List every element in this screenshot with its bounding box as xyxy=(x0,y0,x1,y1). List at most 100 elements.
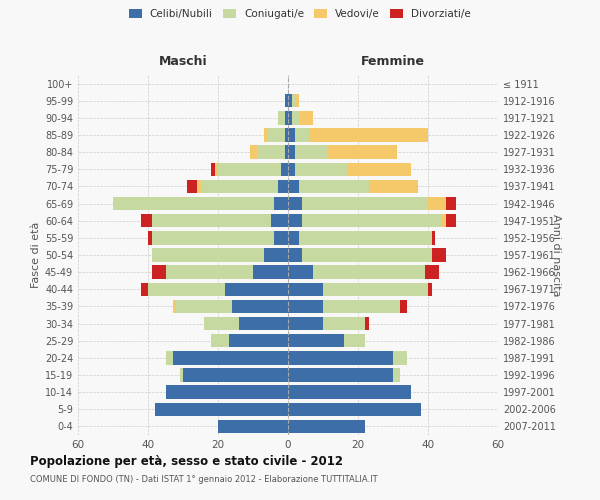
Bar xyxy=(263,248,288,262)
Bar xyxy=(365,317,368,330)
Bar xyxy=(141,282,148,296)
Text: Popolazione per età, sesso e stato civile - 2012: Popolazione per età, sesso e stato civil… xyxy=(30,455,343,468)
Bar xyxy=(225,282,288,296)
Bar xyxy=(284,128,288,141)
Bar xyxy=(232,300,288,313)
Bar xyxy=(155,402,288,416)
Bar xyxy=(197,180,200,193)
Bar xyxy=(302,197,428,210)
Bar xyxy=(151,214,271,228)
Bar xyxy=(151,266,166,279)
Bar xyxy=(288,386,410,399)
Bar xyxy=(431,248,445,262)
Bar xyxy=(173,300,176,313)
Bar xyxy=(166,266,253,279)
Legend: Celibi/Nubili, Coniugati/e, Vedovi/e, Divorziati/e: Celibi/Nubili, Coniugati/e, Vedovi/e, Di… xyxy=(125,5,475,24)
Bar xyxy=(151,231,274,244)
Bar xyxy=(113,197,274,210)
Bar xyxy=(179,368,183,382)
Bar xyxy=(187,180,197,193)
Bar xyxy=(425,266,439,279)
Y-axis label: Fasce di età: Fasce di età xyxy=(31,222,41,288)
Bar xyxy=(326,146,397,159)
Bar xyxy=(288,420,365,433)
Bar xyxy=(215,162,218,176)
Bar xyxy=(284,94,288,108)
Bar xyxy=(299,231,431,244)
Bar xyxy=(295,162,347,176)
Bar xyxy=(344,334,365,347)
Bar xyxy=(277,111,284,124)
Bar xyxy=(183,368,288,382)
Bar xyxy=(274,231,288,244)
Text: COMUNE DI FONDO (TN) - Dati ISTAT 1° gennaio 2012 - Elaborazione TUTTITALIA.IT: COMUNE DI FONDO (TN) - Dati ISTAT 1° gen… xyxy=(30,475,377,484)
Bar xyxy=(253,266,288,279)
Bar xyxy=(200,180,277,193)
Bar xyxy=(295,128,309,141)
Bar xyxy=(309,128,428,141)
Bar xyxy=(431,231,435,244)
Bar xyxy=(299,180,368,193)
Bar xyxy=(148,231,151,244)
Text: Femmine: Femmine xyxy=(361,55,425,68)
Bar xyxy=(271,214,288,228)
Text: Maschi: Maschi xyxy=(158,55,208,68)
Bar xyxy=(151,248,263,262)
Bar xyxy=(288,128,295,141)
Bar xyxy=(288,317,323,330)
Bar xyxy=(295,146,326,159)
Bar xyxy=(288,111,292,124)
Bar xyxy=(442,214,445,228)
Bar xyxy=(292,94,295,108)
Bar xyxy=(229,334,288,347)
Bar xyxy=(368,180,418,193)
Bar xyxy=(263,128,267,141)
Bar xyxy=(288,231,299,244)
Bar xyxy=(445,197,456,210)
Bar xyxy=(288,180,299,193)
Bar xyxy=(267,128,284,141)
Bar xyxy=(284,111,288,124)
Bar xyxy=(239,317,288,330)
Bar xyxy=(288,300,323,313)
Bar xyxy=(281,162,288,176)
Bar xyxy=(250,146,257,159)
Bar xyxy=(445,214,456,228)
Bar xyxy=(176,300,232,313)
Bar xyxy=(323,300,400,313)
Bar xyxy=(218,162,281,176)
Y-axis label: Anni di nascita: Anni di nascita xyxy=(551,214,561,296)
Bar xyxy=(211,162,215,176)
Bar xyxy=(173,351,288,364)
Bar xyxy=(288,197,302,210)
Bar xyxy=(277,180,288,193)
Bar xyxy=(393,368,400,382)
Bar xyxy=(288,368,393,382)
Bar xyxy=(295,94,299,108)
Bar xyxy=(274,197,288,210)
Bar xyxy=(288,266,313,279)
Bar xyxy=(288,351,393,364)
Bar xyxy=(257,146,284,159)
Bar xyxy=(292,111,299,124)
Bar xyxy=(299,111,313,124)
Bar xyxy=(323,317,365,330)
Bar xyxy=(313,266,425,279)
Bar xyxy=(288,94,292,108)
Bar xyxy=(288,214,302,228)
Bar xyxy=(288,162,295,176)
Bar xyxy=(347,162,410,176)
Bar xyxy=(393,351,407,364)
Bar xyxy=(288,334,344,347)
Bar xyxy=(288,248,302,262)
Bar xyxy=(302,248,431,262)
Bar xyxy=(288,146,295,159)
Bar xyxy=(211,334,229,347)
Bar xyxy=(428,282,431,296)
Bar xyxy=(288,282,323,296)
Bar xyxy=(204,317,239,330)
Bar xyxy=(218,420,288,433)
Bar xyxy=(166,351,173,364)
Bar xyxy=(288,402,421,416)
Bar xyxy=(302,214,442,228)
